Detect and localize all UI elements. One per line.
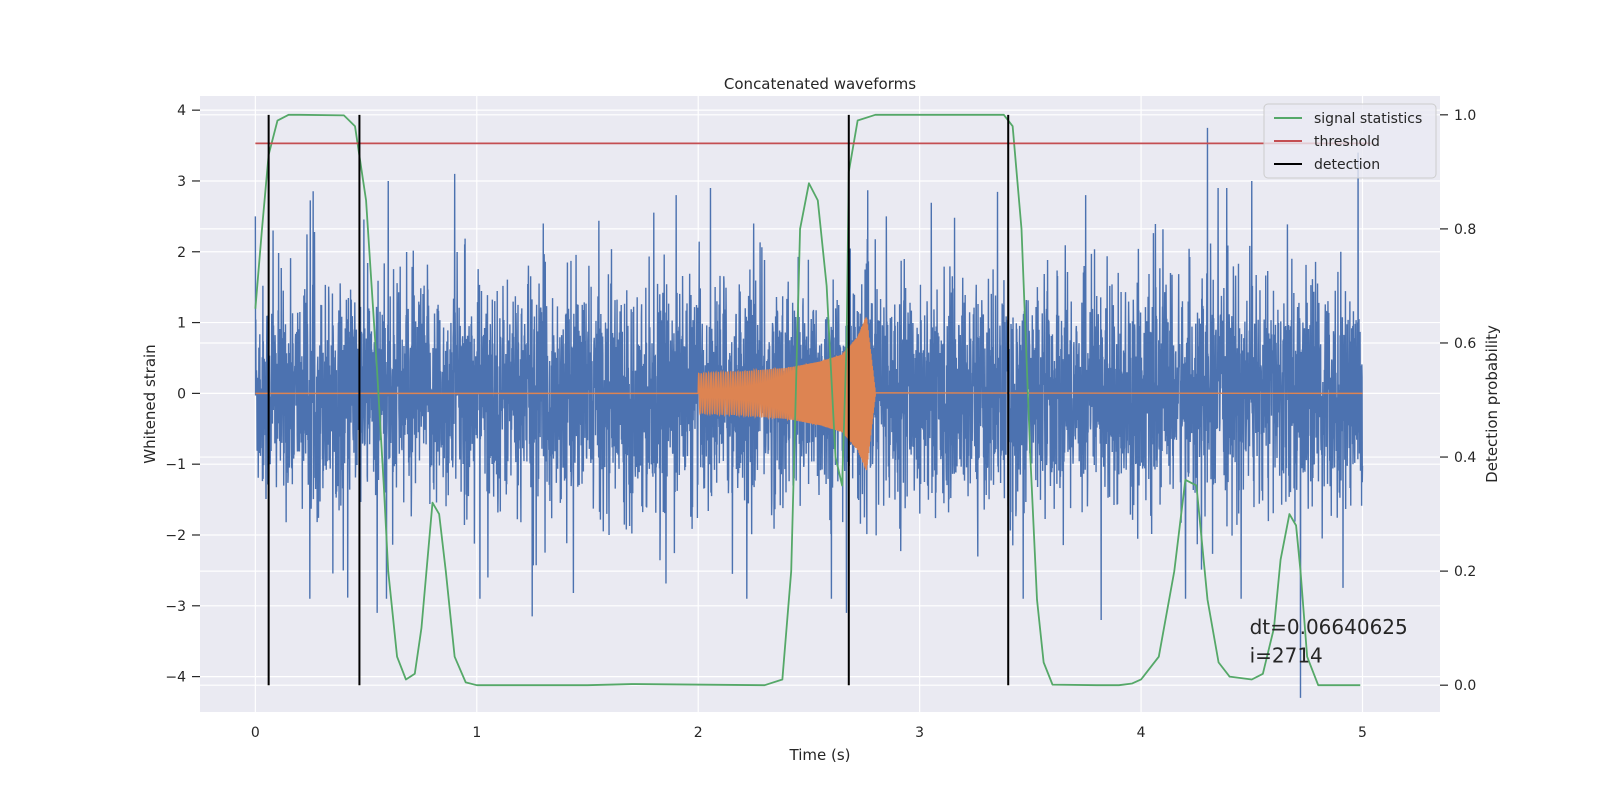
y-tick-label: −1 [165,457,186,473]
legend-label: detection [1314,157,1380,173]
x-tick-label: 0 [251,725,260,741]
x-tick-label: 5 [1358,725,1367,741]
chart-title: Concatenated waveforms [724,75,916,93]
y-tick-label: 1 [177,316,186,332]
x-tick-label: 1 [472,725,481,741]
y2-tick-label: 0.8 [1454,222,1476,238]
x-axis-ticks: 0 1 2 3 4 5 [251,725,1367,741]
annotation-text: dt=0.06640625 [1250,615,1408,639]
y2-tick-label: 0.2 [1454,564,1476,580]
x-axis-label: Time (s) [789,746,851,764]
y2-axis-label: Detection probability [1483,325,1501,483]
annotation-text: i=2714 [1250,643,1323,667]
y-tick-label: −2 [165,528,186,544]
y-tick-label: 3 [177,174,186,190]
y-tick-label: 0 [177,386,186,402]
x-tick-label: 2 [694,725,703,741]
x-tick-label: 3 [915,725,924,741]
y-tick-label: 2 [177,245,186,261]
y-tick-label: −3 [165,599,186,615]
legend-label: signal statistics [1314,111,1422,127]
x-tick-label: 4 [1137,725,1146,741]
y-axis-label: Whitened strain [141,344,159,463]
y2-tick-label: 1.0 [1454,108,1476,124]
y2-tick-label: 0.4 [1454,450,1476,466]
plot-area [254,113,1374,698]
y2-tick-label: 0.0 [1454,678,1476,694]
legend-label: threshold [1314,134,1380,150]
y-tick-label: 4 [177,103,186,119]
series-layer [254,113,1374,698]
legend-box [1263,103,1437,179]
annotations: dt=0.06640625 i=2714 [1250,615,1408,667]
y2-axis-ticks: 0.0 0.2 0.4 0.6 0.8 1.0 [1440,108,1476,694]
y2-tick-label: 0.6 [1454,336,1476,352]
legend: signal statistics threshold detection [1263,103,1437,179]
signal-statistics-line [254,113,1361,687]
y-tick-label: −4 [165,670,186,686]
y-axis-ticks: −4 −3 −2 −1 0 1 2 3 4 [165,103,200,686]
